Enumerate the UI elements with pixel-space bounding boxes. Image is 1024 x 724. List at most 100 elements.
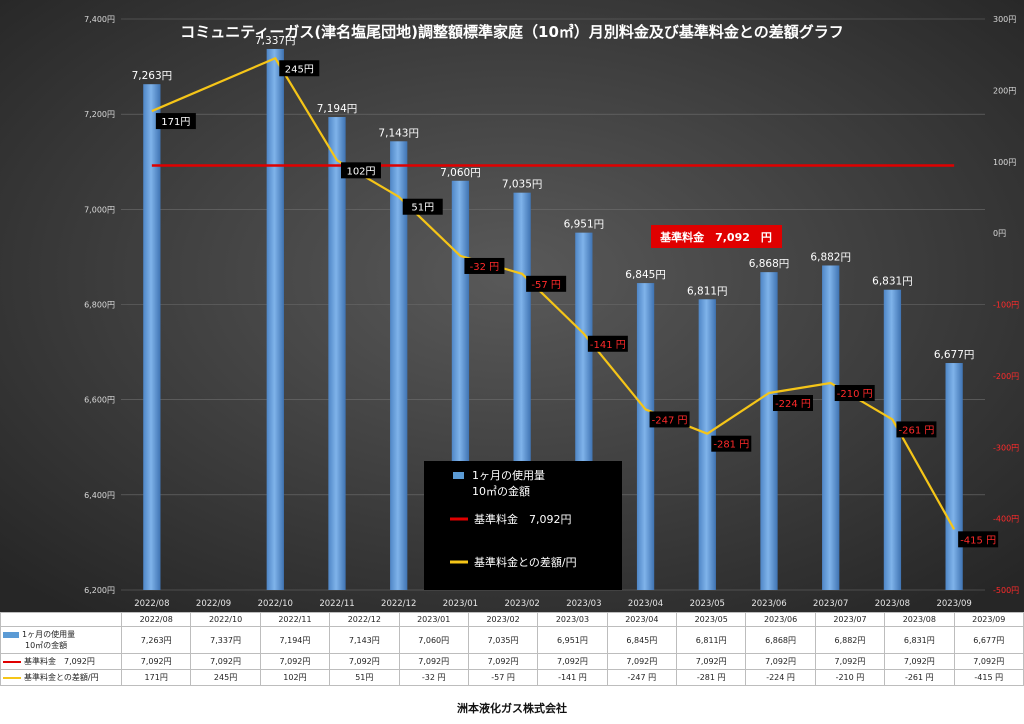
table-cell: 6,868円 [745, 626, 816, 654]
legend-box [424, 461, 622, 590]
left-axis-tick-label: 7,400円 [84, 15, 115, 24]
table-cell: 6,951円 [537, 626, 608, 654]
table-row-label: 基準料金 7,092円 [0, 653, 122, 670]
table-row-label: 1ヶ月の使用量 10㎥の金額 [0, 626, 122, 654]
legend-label-diff: 基準料金との差額/円 [474, 555, 577, 569]
bar-value-label: 6,831円 [872, 276, 913, 288]
table-swatch [3, 676, 21, 679]
x-axis-tick-label: 2022/10 [258, 599, 293, 609]
bar [822, 265, 840, 590]
bar-value-label: 7,035円 [502, 179, 543, 191]
table-header-cell: 2022/12 [329, 612, 400, 627]
chart-title: コミュニティーガス(津名塩尾団地)調整額標準家庭（10㎥）月別料金及び基準料金と… [180, 23, 844, 41]
bar-value-label: 7,337円 [255, 35, 296, 47]
data-table: 2022/08 2022/10 2022/11 2022/12 2023/01 2023/… [0, 612, 1024, 686]
table-cell: -261 円 [884, 669, 955, 686]
x-axis-tick-label: 2023/04 [628, 599, 663, 609]
difference-label-text: -32 円 [470, 262, 500, 273]
difference-label-box [587, 335, 628, 352]
table-cell: 6,831円 [884, 626, 955, 654]
difference-label-text: 245円 [285, 64, 314, 75]
bar-value-label: 6,882円 [810, 251, 851, 263]
difference-label: -261 円 [896, 421, 937, 438]
bar [266, 48, 284, 591]
table-cell: 7,092円 [814, 653, 886, 670]
table-cell: 6,845円 [606, 626, 678, 654]
table-row-label: 基準料金との差額/円 [0, 669, 122, 686]
table-header-cell: 2023/08 [884, 612, 955, 627]
table-corner [0, 612, 122, 627]
legend-swatch-bar [453, 472, 464, 479]
right-axis-tick-label: 200円 [993, 86, 1016, 95]
table-cell: 7,092円 [675, 653, 747, 670]
table-header-cell: 2022/10 [190, 612, 261, 627]
difference-label-text: -261 円 [898, 425, 934, 436]
difference-label-box [896, 421, 937, 438]
bar-value-label: 7,263円 [132, 70, 173, 82]
table-row: 基準料金 7,092円 7,092円 7,092円 7,092円 7,092円 7,092… [0, 653, 1024, 670]
right-axis-tick-label: 0円 [993, 229, 1006, 238]
table-row: 基準料金との差額/円 171円 245円 102円 51円 -32 円 -57 円 -141 … [0, 669, 1024, 686]
left-axis-tick-label: 7,200円 [84, 110, 115, 119]
x-axis-tick-label: 2022/09 [196, 599, 231, 609]
x-axis-tick-label: 2023/09 [936, 599, 971, 609]
table-cell: 7,143円 [329, 626, 400, 654]
x-axis-tick-label: 2023/07 [813, 599, 848, 609]
bar [390, 141, 408, 590]
table-cell: 7,092円 [398, 653, 469, 670]
table-header-cell: 2023/01 [398, 612, 469, 627]
x-axis-tick-label: 2023/01 [443, 599, 478, 609]
x-axis-tick-label: 2022/11 [319, 599, 354, 609]
table-swatch [3, 631, 19, 638]
right-axis-tick-label: -300円 [993, 443, 1019, 452]
table-cell: 7,092円 [259, 653, 331, 670]
bar [945, 363, 963, 590]
x-axis-tick-label: 2023/03 [566, 599, 601, 609]
bar [698, 299, 716, 590]
bar [143, 84, 161, 591]
difference-label-text: 171円 [161, 117, 190, 128]
table-cell: 7,337円 [190, 626, 261, 654]
table-cell: 245円 [190, 669, 261, 686]
difference-label: -32 円 [464, 257, 505, 274]
difference-label: -415 円 [958, 531, 999, 548]
table-cell: -141 円 [537, 669, 608, 686]
chart-canvas: 6,200円 6,400円 6,600円 6,800円 7,000円 7,200円 7,40… [0, 0, 1024, 612]
difference-label-box [279, 60, 320, 77]
legend-label-bar-line2: 10㎥の金額 [472, 484, 530, 498]
table-cell: -415 円 [953, 669, 1024, 686]
difference-label-text: -415 円 [960, 535, 996, 546]
table-header-cell: 2023/03 [537, 612, 608, 627]
bar-value-label: 7,143円 [378, 127, 419, 139]
difference-label-box [526, 275, 567, 292]
bar-value-label: 6,811円 [687, 285, 728, 297]
x-axis-tick-label: 2023/05 [690, 599, 725, 609]
difference-label: -57 円 [526, 275, 567, 292]
difference-label-text: -141 円 [590, 340, 626, 351]
left-axis-tick-label: 6,600円 [84, 396, 115, 405]
difference-label-text: -57 円 [531, 280, 561, 291]
difference-label: -210 円 [834, 385, 875, 402]
company-name: 洲本液化ガス株式会社 [457, 702, 567, 715]
right-axis-tick-label: -200円 [993, 372, 1019, 381]
bar [636, 283, 655, 590]
left-axis-tick-label: 6,400円 [84, 491, 115, 500]
table-cell: 102円 [259, 669, 331, 686]
bar [883, 289, 902, 590]
difference-label: 171円 [155, 113, 196, 130]
table-header-cell: 2023/02 [467, 612, 539, 627]
table-cell: 6,882円 [814, 626, 886, 654]
difference-label-box [402, 198, 443, 215]
table-header-cell: 2023/09 [953, 612, 1024, 627]
x-axis-tick-label: 2023/06 [751, 599, 786, 609]
legend: 1ヶ月の使用量 10㎥の金額 基準料金 7,092円 基準料金との差額/円 [424, 461, 622, 590]
table-swatch [3, 660, 21, 663]
difference-label-box [958, 531, 999, 548]
table-cell: 7,060円 [398, 626, 469, 654]
right-axis-tick-label: 300円 [993, 15, 1016, 24]
bar-value-label: 6,677円 [934, 349, 975, 361]
difference-label-box [834, 385, 875, 402]
difference-label-text: -224 円 [775, 399, 811, 410]
table-cell: -210 円 [814, 669, 886, 686]
table-row: 1ヶ月の使用量 10㎥の金額 7,263円 7,337円 7,194円 7,143円 7,0… [0, 626, 1024, 654]
